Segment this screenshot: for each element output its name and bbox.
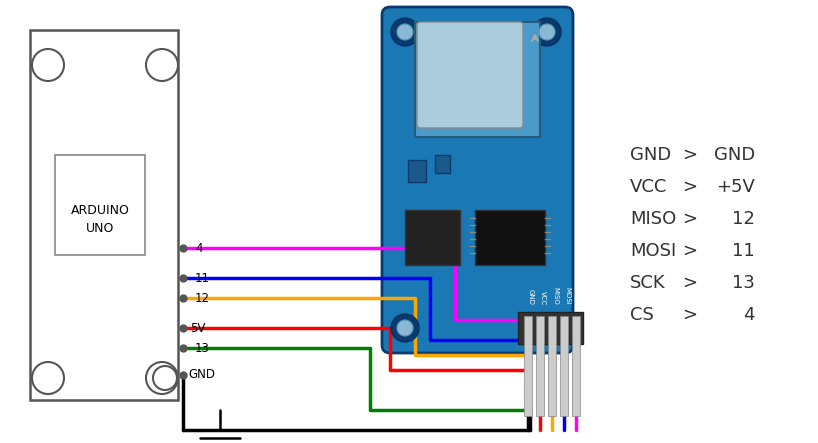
- Text: 12: 12: [195, 291, 210, 304]
- Circle shape: [539, 24, 555, 40]
- FancyBboxPatch shape: [382, 7, 573, 353]
- Text: >: >: [682, 178, 698, 196]
- Bar: [572, 316, 580, 416]
- Bar: [475, 210, 545, 265]
- Text: CS: CS: [588, 296, 594, 305]
- Text: 4: 4: [195, 241, 203, 254]
- Bar: [55, 155, 145, 255]
- Bar: [518, 312, 583, 344]
- Circle shape: [533, 314, 561, 342]
- Text: GND: GND: [714, 146, 755, 164]
- Bar: [408, 160, 426, 182]
- Circle shape: [391, 314, 419, 342]
- Text: GND: GND: [528, 289, 534, 305]
- Text: MISO: MISO: [630, 210, 676, 228]
- Circle shape: [533, 18, 561, 46]
- Circle shape: [153, 366, 177, 390]
- Bar: [405, 210, 460, 265]
- Text: MISO: MISO: [552, 287, 558, 305]
- Text: 13: 13: [732, 274, 755, 292]
- Text: VCC: VCC: [630, 178, 667, 196]
- Bar: [548, 316, 556, 416]
- Text: 5V: 5V: [190, 322, 205, 334]
- Bar: [435, 155, 450, 173]
- Text: ARDUINO: ARDUINO: [70, 203, 129, 217]
- Text: 4: 4: [744, 306, 755, 324]
- Text: CS: CS: [630, 306, 654, 324]
- Text: 11: 11: [195, 272, 210, 284]
- Text: MOSI: MOSI: [630, 242, 676, 260]
- Circle shape: [539, 320, 555, 336]
- Text: GND: GND: [630, 146, 672, 164]
- Text: SCK: SCK: [630, 274, 666, 292]
- FancyBboxPatch shape: [417, 22, 523, 128]
- Text: GND: GND: [188, 369, 215, 381]
- Text: UNO: UNO: [86, 222, 115, 234]
- Text: +5V: +5V: [716, 178, 755, 196]
- Text: 11: 11: [732, 242, 755, 260]
- Bar: [536, 316, 544, 416]
- Bar: [415, 22, 540, 137]
- Text: >: >: [682, 210, 698, 228]
- Text: >: >: [682, 274, 698, 292]
- Circle shape: [397, 320, 413, 336]
- Bar: [30, 30, 178, 400]
- Bar: [524, 316, 532, 416]
- Circle shape: [397, 24, 413, 40]
- Text: MOSI: MOSI: [564, 287, 570, 305]
- Text: 13: 13: [195, 342, 210, 354]
- Text: >: >: [682, 146, 698, 164]
- Text: 12: 12: [732, 210, 755, 228]
- Circle shape: [32, 362, 64, 394]
- Bar: [560, 316, 568, 416]
- Circle shape: [32, 49, 64, 81]
- Circle shape: [146, 49, 178, 81]
- Text: SCK: SCK: [576, 291, 582, 305]
- Text: >: >: [682, 242, 698, 260]
- Text: VCC: VCC: [540, 291, 546, 305]
- Circle shape: [391, 18, 419, 46]
- Text: >: >: [682, 306, 698, 324]
- Circle shape: [146, 362, 178, 394]
